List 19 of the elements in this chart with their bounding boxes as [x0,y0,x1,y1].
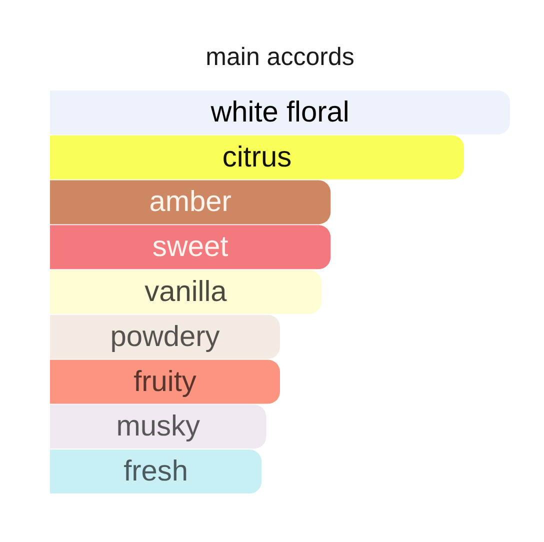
y-tick-label: amber [149,186,232,218]
y-tick-label: musky [116,410,200,443]
y-tick-label: citrus [222,141,292,174]
bar [50,225,331,270]
y-tick-label: white floral [210,96,350,128]
bar [50,450,262,494]
y-tick-label: fruity [134,366,197,398]
bar [50,180,331,224]
bar [50,360,280,404]
bar [50,270,322,314]
y-tick-label: powdery [110,320,220,353]
y-tick-label: sweet [152,231,228,264]
bar [50,314,280,359]
y-tick-label: vanilla [144,276,228,308]
bar [50,90,510,134]
bar [50,404,266,449]
bar [50,135,464,180]
y-tick-label: fresh [124,456,188,488]
chart-title: main accords [206,42,354,71]
